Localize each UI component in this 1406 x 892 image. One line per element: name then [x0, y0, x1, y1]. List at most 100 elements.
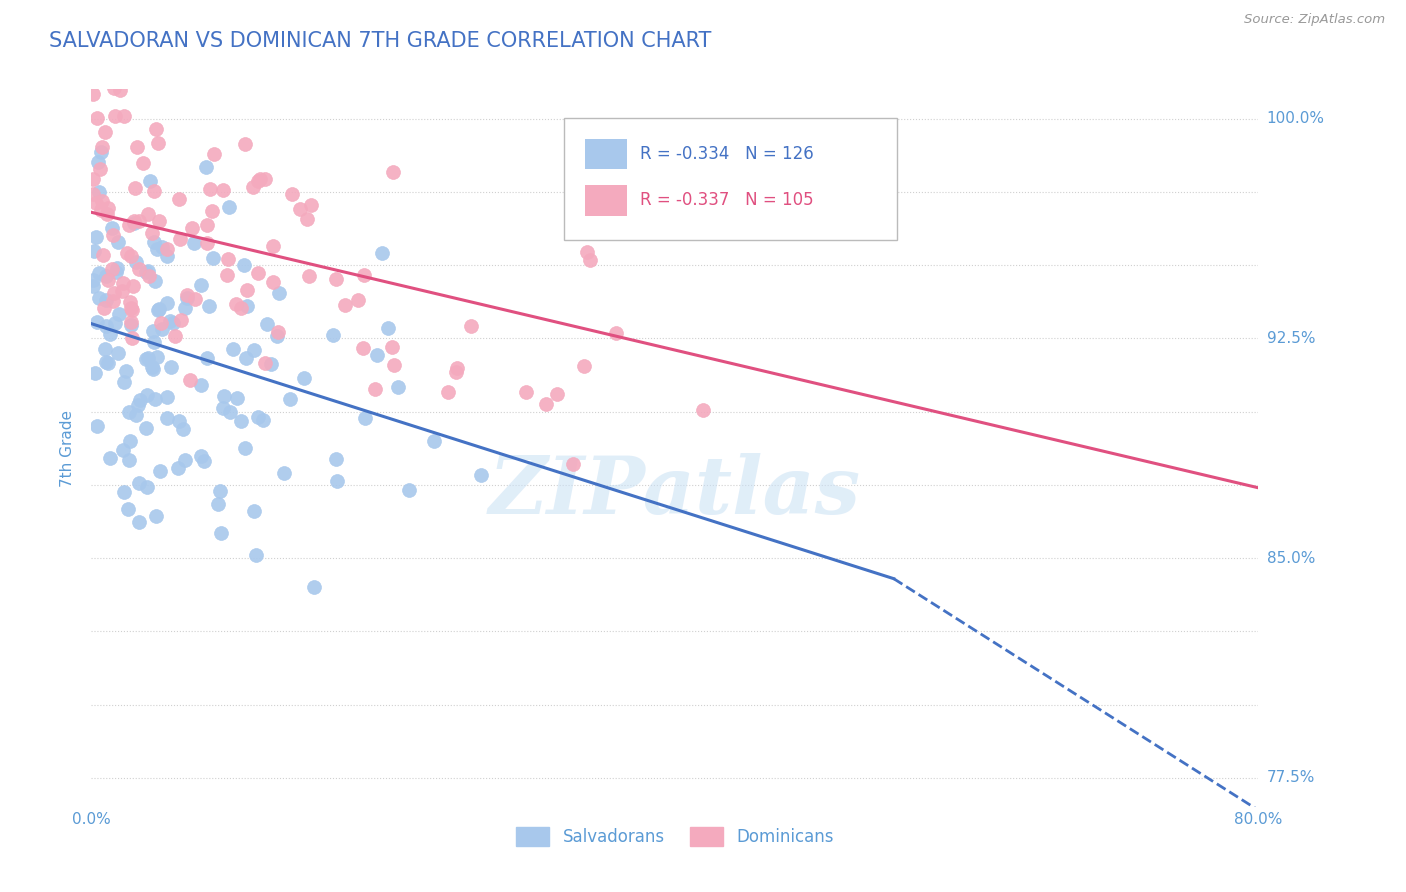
Point — [207, 497, 229, 511]
Point — [215, 268, 238, 282]
Point — [142, 185, 165, 199]
Point — [299, 198, 322, 212]
Text: ZIPatlas: ZIPatlas — [489, 452, 860, 530]
Point — [325, 452, 347, 467]
Point — [347, 293, 370, 307]
Point — [120, 318, 142, 333]
Point — [169, 232, 191, 246]
Point — [377, 321, 399, 335]
Point — [98, 450, 121, 465]
Point — [121, 331, 143, 345]
Point — [235, 351, 257, 365]
Point — [118, 453, 141, 467]
Point — [233, 136, 256, 151]
Point — [165, 328, 187, 343]
Point — [384, 359, 406, 373]
Text: 77.5%: 77.5% — [1267, 771, 1315, 786]
Point — [579, 253, 602, 268]
Point — [97, 273, 120, 287]
Point — [260, 357, 283, 371]
Point — [143, 335, 166, 350]
Point — [139, 174, 162, 188]
Point — [138, 268, 160, 283]
Point — [146, 136, 169, 150]
Point — [125, 408, 148, 422]
Point — [115, 246, 138, 260]
Point — [156, 296, 179, 310]
Point — [127, 140, 149, 154]
Point — [96, 293, 118, 308]
Point — [232, 258, 254, 272]
Point — [103, 285, 125, 300]
Point — [97, 201, 120, 215]
Y-axis label: 7th Grade: 7th Grade — [60, 409, 76, 487]
Point — [366, 348, 388, 362]
Point — [169, 192, 191, 206]
Point — [214, 389, 236, 403]
Point — [128, 475, 150, 490]
Point — [190, 377, 212, 392]
Point — [176, 292, 198, 306]
Point — [82, 278, 104, 293]
Point — [86, 418, 108, 433]
Point — [94, 355, 117, 369]
Point — [108, 83, 131, 97]
Point — [156, 390, 179, 404]
Point — [254, 171, 277, 186]
Point — [103, 81, 125, 95]
Point — [156, 249, 179, 263]
Point — [82, 186, 104, 201]
Point — [174, 301, 197, 315]
Point — [183, 236, 205, 251]
Point — [298, 268, 321, 283]
Point — [515, 384, 537, 399]
Point — [114, 485, 136, 500]
Point — [262, 239, 284, 253]
Point — [195, 235, 218, 250]
Point — [87, 291, 110, 305]
Point — [278, 392, 301, 406]
Point — [546, 387, 568, 401]
Point — [138, 351, 160, 365]
Point — [111, 276, 134, 290]
Point — [145, 122, 167, 136]
Point — [136, 263, 159, 277]
Point — [266, 329, 288, 343]
Point — [253, 356, 276, 370]
Point — [195, 219, 218, 233]
Point — [84, 195, 107, 210]
Point — [129, 392, 152, 407]
Point — [209, 483, 232, 498]
Point — [149, 464, 172, 478]
Point — [135, 265, 157, 279]
Point — [304, 580, 326, 594]
Point — [572, 359, 595, 374]
Point — [288, 202, 311, 216]
FancyBboxPatch shape — [564, 118, 897, 240]
Point — [142, 362, 165, 376]
Point — [160, 360, 183, 375]
Point — [201, 203, 224, 218]
Point — [90, 145, 112, 160]
Point — [87, 155, 110, 169]
Point — [83, 244, 105, 259]
Point — [162, 316, 184, 330]
Point — [218, 405, 240, 419]
Point — [136, 207, 159, 221]
Point — [236, 299, 259, 313]
Point — [101, 227, 124, 242]
Point — [246, 266, 269, 280]
Point — [82, 87, 104, 101]
Point — [136, 388, 159, 402]
Point — [124, 181, 146, 195]
Point — [82, 272, 104, 286]
Point — [246, 174, 269, 188]
FancyBboxPatch shape — [585, 186, 627, 216]
Text: 85.0%: 85.0% — [1267, 550, 1315, 566]
Point — [371, 245, 394, 260]
Point — [120, 294, 142, 309]
Point — [104, 109, 127, 123]
Point — [229, 301, 252, 316]
Point — [121, 303, 143, 318]
Point — [124, 216, 146, 230]
